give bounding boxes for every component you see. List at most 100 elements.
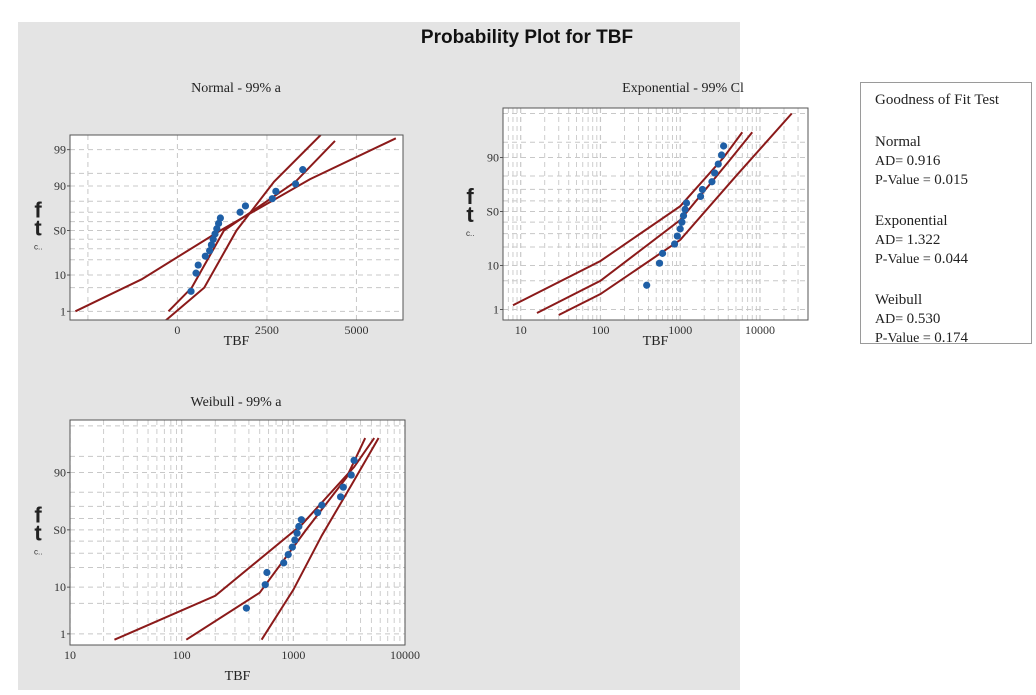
data-point (299, 166, 307, 174)
y-tick-label: S0 (486, 205, 499, 219)
y-axis-label-glyph: f (34, 503, 42, 528)
data-point (655, 259, 664, 267)
plot-frame (502, 107, 809, 321)
x-axis-label: TBF (225, 669, 251, 684)
data-point (272, 187, 280, 195)
data-point (673, 232, 681, 240)
grid-lines (503, 108, 808, 320)
data-point (679, 212, 688, 220)
y-tick-label: 10 (54, 268, 66, 282)
x-tick-label: 100 (173, 648, 191, 662)
gof-p-value: 0.174 (934, 330, 968, 346)
data-point (314, 509, 322, 517)
data-point (268, 195, 276, 203)
data-point (206, 247, 214, 255)
gof-name: Weibull (875, 292, 923, 308)
fit-line-lower (558, 112, 793, 316)
x-tick-label: 1000 (668, 323, 692, 337)
data-point (288, 543, 296, 551)
figure-title: Probability Plot for TBF (421, 27, 633, 48)
y-tick-label: 90 (54, 179, 66, 193)
fit-line-upper (164, 135, 322, 320)
fit-lines (74, 135, 397, 320)
data-point (214, 219, 223, 228)
gof-p-value: 0.015 (934, 172, 968, 188)
data-point (681, 205, 689, 213)
gof-name: Normal (875, 134, 921, 150)
y-axis-label-sub: c.. (34, 548, 42, 557)
y-tick-label: 1 (493, 302, 499, 316)
x-tick-label: 10000 (745, 323, 775, 337)
y-axis-label-glyph: t (34, 216, 42, 241)
data-point (291, 180, 300, 188)
gof-name: Exponential (875, 213, 948, 229)
goodness-of-fit-box: Goodness of Fit Test Normal AD= 0.916 P-… (860, 82, 1032, 346)
plot-frame (69, 134, 404, 321)
y-tick-label: 1 (60, 627, 66, 641)
gof-ad-value: 0.916 (906, 153, 941, 169)
y-axis-label-glyph: f (466, 184, 474, 209)
data-point (293, 529, 301, 537)
data-point (216, 214, 224, 222)
gof-p-value: 0.044 (934, 251, 968, 267)
gof-ad-value: 1.322 (906, 232, 941, 248)
gof-title: Goodness of Fit Test (875, 92, 1000, 108)
data-point (717, 151, 726, 159)
data-point (720, 142, 728, 150)
x-tick-label: 100 (591, 323, 609, 337)
data-point (201, 252, 209, 260)
data-point (242, 604, 251, 612)
plot-frame (69, 419, 406, 646)
gof-p-line: P-Value = 0.174 (875, 329, 1031, 348)
data-point (187, 287, 195, 295)
y-tick-label: 90 (54, 466, 66, 480)
fit-line-lower (260, 437, 380, 641)
gof-group-weibull: Weibull AD= 0.530 P-Value = 0.174 (875, 291, 1031, 348)
data-point (297, 516, 305, 524)
x-axis-label: TBF (643, 334, 669, 349)
probability-plot-0: 1 10 S0 90 99 0 2500 5000 Normal - 99% a TBF ft c.. (34, 81, 404, 349)
y-tick-label: 10 (487, 258, 499, 272)
plot-area (70, 135, 403, 320)
data-point (676, 225, 684, 233)
fit-lines (114, 437, 380, 641)
gof-p-label: P-Value = (875, 252, 931, 267)
y-axis-label-glyph: t (34, 521, 42, 546)
data-point (284, 550, 292, 559)
y-tick-label: 90 (487, 151, 499, 165)
fit-line-upper (512, 131, 744, 307)
gof-group-exponential: Exponential AD= 1.322 P-Value = 0.044 (875, 212, 1031, 269)
probability-plot-1: 1 10 S0 90 10 100 1000 10000 Exponential - 99% C… (466, 81, 809, 349)
data-point (714, 160, 722, 168)
data-point (658, 249, 667, 257)
x-tick-label: 0 (174, 323, 180, 337)
plot-title: Normal - 99% a (191, 81, 282, 96)
y-tick-label: S0 (53, 523, 66, 537)
data-point (708, 178, 716, 186)
data-point (682, 199, 691, 207)
gof-ad-line: AD= 0.530 (875, 310, 1031, 329)
gof-ad-label: AD= (875, 233, 904, 248)
fit-line-fit (185, 437, 367, 641)
x-tick-label: 10 (515, 323, 527, 337)
gof-ad-value: 0.530 (906, 311, 941, 327)
y-axis-label-glyph: f (34, 198, 42, 223)
x-tick-label: 10000 (390, 648, 420, 662)
data-point (295, 522, 303, 531)
gof-ad-line: AD= 0.916 (875, 152, 1031, 171)
x-axis-label: TBF (224, 334, 250, 349)
data-point (696, 192, 705, 201)
y-axis-label-sub: c.. (34, 243, 42, 252)
data-point (236, 208, 244, 216)
y-axis-label-glyph: t (466, 202, 474, 227)
gof-p-line: P-Value = 0.015 (875, 171, 1031, 190)
data-point (192, 269, 200, 277)
data-point (263, 568, 271, 577)
data-point (678, 218, 686, 226)
plot-area (70, 420, 405, 645)
gof-ad-label: AD= (875, 154, 904, 169)
data-point (207, 241, 216, 249)
data-point (339, 483, 347, 491)
